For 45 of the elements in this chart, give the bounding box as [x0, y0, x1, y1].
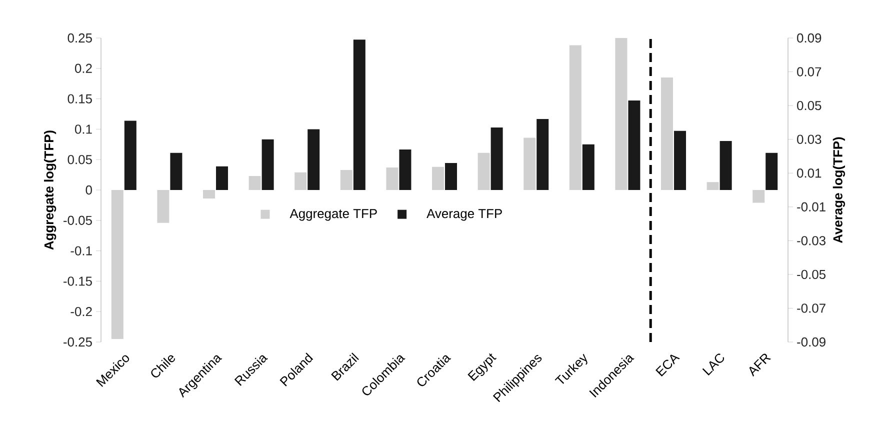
bar — [706, 182, 719, 190]
bar — [766, 152, 778, 190]
bar — [111, 190, 124, 339]
y-tick-label: -0.15 — [64, 276, 92, 286]
bar — [170, 152, 182, 190]
bar — [216, 166, 228, 190]
y2-tick-label: 0.03 — [797, 134, 822, 144]
y2-tick-label: -0.09 — [797, 337, 826, 347]
bar — [262, 139, 274, 190]
legend-label: Aggregate TFP — [290, 209, 377, 221]
y2-tick-label: -0.03 — [797, 236, 826, 246]
y2-tick-label: -0.07 — [797, 304, 826, 313]
y2-axis-title: Average log(TFP) — [832, 137, 846, 244]
bar — [720, 141, 732, 190]
y-tick-label: -0.05 — [64, 216, 92, 225]
y-tick-label: 0.05 — [68, 155, 92, 164]
y-tick-label: -0.1 — [70, 246, 92, 256]
y-tick-label: 0.15 — [68, 94, 92, 104]
y-tick-label: -0.2 — [70, 307, 92, 316]
y-tick-label: 0 — [86, 185, 92, 195]
bar — [569, 45, 582, 190]
bar — [294, 172, 307, 190]
y2-tick-label: -0.01 — [797, 202, 826, 212]
bar — [124, 120, 136, 190]
y2-tick-label: 0.07 — [797, 67, 822, 76]
bar — [248, 176, 261, 190]
x-tick-label: ECA — [656, 354, 680, 376]
y-tick-label: 0.1 — [74, 124, 92, 134]
y2-tick-label: -0.05 — [797, 270, 826, 280]
y-tick-label: 0.25 — [68, 33, 92, 43]
bar — [582, 144, 594, 190]
x-tick-label: LAC — [702, 354, 724, 376]
bar — [308, 129, 320, 190]
y2-tick-label: 0.01 — [797, 168, 822, 178]
bar — [340, 170, 352, 190]
bar — [203, 190, 216, 199]
y2-tick-label: 0.09 — [797, 33, 822, 43]
legend-label: Average TFP — [426, 209, 502, 221]
bar — [157, 190, 170, 223]
y2-tick-label: 0.05 — [797, 100, 822, 110]
y-tick-label: 0.2 — [74, 64, 92, 73]
bar — [353, 40, 366, 190]
bar — [752, 190, 765, 203]
y-axis-title: Aggregate log(TFP) — [44, 130, 56, 250]
y-tick-label: -0.25 — [64, 337, 92, 347]
